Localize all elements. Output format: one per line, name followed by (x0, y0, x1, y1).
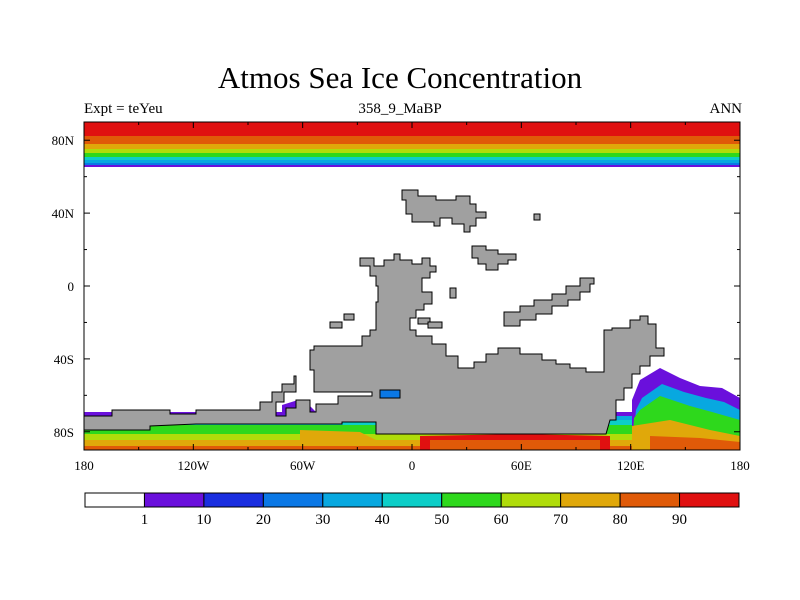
colorbar-swatch (84, 492, 145, 508)
period-label: 358_9_MaBP (358, 101, 442, 117)
colorbar-label: 80 (613, 512, 628, 528)
experiment-label: Expt = teYeu (84, 101, 163, 117)
y-tick-label: 0 (68, 279, 75, 294)
plot-title: Atmos Sea Ice Concentration (217, 60, 583, 95)
season-label: ANN (709, 101, 743, 117)
y-tick-label: 40N (52, 206, 75, 221)
small-island-ne (533, 213, 541, 221)
colorbar-label: 70 (553, 512, 568, 528)
central-highland-landmass (471, 245, 517, 271)
colorbar: 1 10 20 30 40 50 60 70 80 90 (84, 492, 740, 528)
x-tick-label: 120E (617, 458, 645, 473)
small-island-west (449, 287, 457, 299)
y-tick-label: 80S (54, 425, 74, 440)
land-masses (84, 189, 665, 435)
western-island-b (343, 313, 355, 321)
colorbar-swatch (441, 492, 502, 508)
colorbar-swatch (262, 492, 324, 508)
colorbar-label: 60 (494, 512, 509, 528)
y-tick-label: 40S (54, 352, 74, 367)
colorbar-label: 40 (375, 512, 390, 528)
map-field (84, 122, 740, 450)
colorbar-swatch (143, 492, 205, 508)
island-d (427, 321, 443, 329)
colorbar-label: 30 (315, 512, 330, 528)
equatorial-archipelago (503, 277, 595, 327)
x-tick-label: 60E (511, 458, 532, 473)
colorbar-swatch (679, 492, 740, 508)
north-america-landmass (401, 189, 487, 233)
map-axes: 180 120W 60W 0 60E 120E 180 80N 40N 0 40S 80S (52, 122, 750, 473)
x-tick-label: 180 (730, 458, 750, 473)
colorbar-label: 50 (434, 512, 449, 528)
colorbar-swatch (203, 492, 264, 508)
colorbar-label: 90 (672, 512, 687, 528)
colorbar-swatch (381, 492, 443, 508)
western-island-a (329, 321, 343, 329)
arctic-sea-ice (84, 122, 740, 167)
y-tick-label: 80N (52, 133, 75, 148)
colorbar-swatch (560, 492, 621, 508)
x-tick-label: 180 (74, 458, 94, 473)
colorbar-label: 20 (256, 512, 271, 528)
colorbar-swatch (500, 492, 562, 508)
pangaea-landmass (84, 253, 665, 435)
colorbar-swatch (322, 492, 383, 508)
x-tick-label: 60W (290, 458, 316, 473)
colorbar-swatch (619, 492, 681, 508)
colorbar-label: 1 (141, 512, 149, 528)
antarctic-ice-blue-patch (379, 389, 401, 399)
colorbar-label: 10 (196, 512, 211, 528)
x-tick-label: 120W (177, 458, 210, 473)
x-tick-label: 0 (409, 458, 416, 473)
